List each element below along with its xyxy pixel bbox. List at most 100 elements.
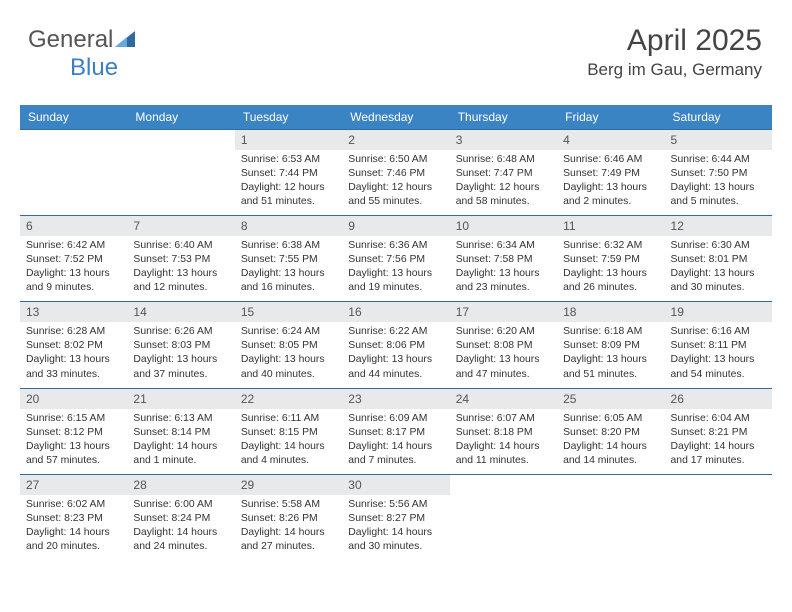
calendar-day-cell: 16Sunrise: 6:22 AMSunset: 8:06 PMDayligh… xyxy=(342,301,449,387)
sunrise-text: Sunrise: 6:15 AM xyxy=(26,412,121,426)
day-number: 19 xyxy=(665,301,772,322)
sunset-text: Sunset: 7:59 PM xyxy=(563,253,658,267)
day-number: 20 xyxy=(20,388,127,409)
sunrise-text: Sunrise: 6:44 AM xyxy=(671,153,766,167)
weekday-header: Friday xyxy=(557,105,664,129)
day-number: 17 xyxy=(450,301,557,322)
sunrise-text: Sunrise: 6:02 AM xyxy=(26,498,121,512)
calendar-day-cell xyxy=(557,474,664,560)
day-number: 8 xyxy=(235,215,342,236)
daylight-text: Daylight: 13 hours and 51 minutes. xyxy=(563,353,658,381)
calendar-day-cell: 6Sunrise: 6:42 AMSunset: 7:52 PMDaylight… xyxy=(20,215,127,301)
day-details: Sunrise: 6:09 AMSunset: 8:17 PMDaylight:… xyxy=(342,409,449,474)
sunset-text: Sunset: 8:12 PM xyxy=(26,426,121,440)
day-number: 15 xyxy=(235,301,342,322)
day-details: Sunrise: 6:11 AMSunset: 8:15 PMDaylight:… xyxy=(235,409,342,474)
calendar-day-cell: 29Sunrise: 5:58 AMSunset: 8:26 PMDayligh… xyxy=(235,474,342,560)
sunrise-text: Sunrise: 6:07 AM xyxy=(456,412,551,426)
sunrise-text: Sunrise: 6:24 AM xyxy=(241,325,336,339)
day-details: Sunrise: 6:04 AMSunset: 8:21 PMDaylight:… xyxy=(665,409,772,474)
sunset-text: Sunset: 7:58 PM xyxy=(456,253,551,267)
sunset-text: Sunset: 8:23 PM xyxy=(26,512,121,526)
weekday-header: Sunday xyxy=(20,105,127,129)
sunset-text: Sunset: 8:09 PM xyxy=(563,339,658,353)
calendar-day-cell: 11Sunrise: 6:32 AMSunset: 7:59 PMDayligh… xyxy=(557,215,664,301)
sunset-text: Sunset: 7:44 PM xyxy=(241,167,336,181)
day-number: 1 xyxy=(235,129,342,150)
day-number: 4 xyxy=(557,129,664,150)
day-details: Sunrise: 6:46 AMSunset: 7:49 PMDaylight:… xyxy=(557,150,664,215)
daylight-text: Daylight: 13 hours and 44 minutes. xyxy=(348,353,443,381)
weekday-header: Saturday xyxy=(665,105,772,129)
calendar-day-cell: 22Sunrise: 6:11 AMSunset: 8:15 PMDayligh… xyxy=(235,388,342,474)
day-number: 14 xyxy=(127,301,234,322)
day-details: Sunrise: 6:38 AMSunset: 7:55 PMDaylight:… xyxy=(235,236,342,301)
daylight-text: Daylight: 12 hours and 58 minutes. xyxy=(456,181,551,209)
sunrise-text: Sunrise: 6:18 AM xyxy=(563,325,658,339)
location-label: Berg im Gau, Germany xyxy=(587,60,762,80)
daylight-text: Daylight: 13 hours and 5 minutes. xyxy=(671,181,766,209)
day-number: 11 xyxy=(557,215,664,236)
sunrise-text: Sunrise: 6:16 AM xyxy=(671,325,766,339)
daylight-text: Daylight: 13 hours and 2 minutes. xyxy=(563,181,658,209)
weekday-header: Wednesday xyxy=(342,105,449,129)
day-number: 27 xyxy=(20,474,127,495)
sunrise-text: Sunrise: 6:28 AM xyxy=(26,325,121,339)
sunset-text: Sunset: 8:08 PM xyxy=(456,339,551,353)
sunrise-text: Sunrise: 6:50 AM xyxy=(348,153,443,167)
day-number: 18 xyxy=(557,301,664,322)
sunset-text: Sunset: 8:17 PM xyxy=(348,426,443,440)
calendar-day-cell xyxy=(20,129,127,215)
sunrise-text: Sunrise: 6:05 AM xyxy=(563,412,658,426)
sunset-text: Sunset: 8:06 PM xyxy=(348,339,443,353)
daylight-text: Daylight: 14 hours and 1 minute. xyxy=(133,440,228,468)
day-details: Sunrise: 6:30 AMSunset: 8:01 PMDaylight:… xyxy=(665,236,772,301)
sunrise-text: Sunrise: 5:56 AM xyxy=(348,498,443,512)
sunrise-text: Sunrise: 5:58 AM xyxy=(241,498,336,512)
day-number xyxy=(20,129,127,150)
calendar-week-row: 20Sunrise: 6:15 AMSunset: 8:12 PMDayligh… xyxy=(20,388,772,474)
day-details: Sunrise: 6:40 AMSunset: 7:53 PMDaylight:… xyxy=(127,236,234,301)
day-number: 12 xyxy=(665,215,772,236)
day-number: 16 xyxy=(342,301,449,322)
calendar-week-row: 1Sunrise: 6:53 AMSunset: 7:44 PMDaylight… xyxy=(20,129,772,215)
day-details: Sunrise: 6:15 AMSunset: 8:12 PMDaylight:… xyxy=(20,409,127,474)
brand-triangle-icon xyxy=(115,26,135,54)
day-number xyxy=(557,474,664,495)
sunset-text: Sunset: 8:14 PM xyxy=(133,426,228,440)
day-number: 25 xyxy=(557,388,664,409)
day-number: 10 xyxy=(450,215,557,236)
day-details: Sunrise: 6:02 AMSunset: 8:23 PMDaylight:… xyxy=(20,495,127,560)
daylight-text: Daylight: 13 hours and 37 minutes. xyxy=(133,353,228,381)
day-details: Sunrise: 6:22 AMSunset: 8:06 PMDaylight:… xyxy=(342,322,449,387)
calendar-day-cell: 25Sunrise: 6:05 AMSunset: 8:20 PMDayligh… xyxy=(557,388,664,474)
calendar-day-cell xyxy=(665,474,772,560)
calendar-week-row: 27Sunrise: 6:02 AMSunset: 8:23 PMDayligh… xyxy=(20,474,772,560)
calendar-day-cell: 17Sunrise: 6:20 AMSunset: 8:08 PMDayligh… xyxy=(450,301,557,387)
sunset-text: Sunset: 8:05 PM xyxy=(241,339,336,353)
calendar-day-cell: 19Sunrise: 6:16 AMSunset: 8:11 PMDayligh… xyxy=(665,301,772,387)
day-details: Sunrise: 6:28 AMSunset: 8:02 PMDaylight:… xyxy=(20,322,127,387)
sunset-text: Sunset: 8:20 PM xyxy=(563,426,658,440)
sunset-text: Sunset: 8:02 PM xyxy=(26,339,121,353)
day-number: 24 xyxy=(450,388,557,409)
sunrise-text: Sunrise: 6:46 AM xyxy=(563,153,658,167)
calendar-day-cell: 13Sunrise: 6:28 AMSunset: 8:02 PMDayligh… xyxy=(20,301,127,387)
daylight-text: Daylight: 14 hours and 11 minutes. xyxy=(456,440,551,468)
calendar-day-cell: 7Sunrise: 6:40 AMSunset: 7:53 PMDaylight… xyxy=(127,215,234,301)
sunset-text: Sunset: 7:55 PM xyxy=(241,253,336,267)
sunrise-text: Sunrise: 6:38 AM xyxy=(241,239,336,253)
day-details: Sunrise: 6:34 AMSunset: 7:58 PMDaylight:… xyxy=(450,236,557,301)
sunset-text: Sunset: 7:52 PM xyxy=(26,253,121,267)
sunset-text: Sunset: 7:49 PM xyxy=(563,167,658,181)
day-details: Sunrise: 6:00 AMSunset: 8:24 PMDaylight:… xyxy=(127,495,234,560)
day-details: Sunrise: 5:58 AMSunset: 8:26 PMDaylight:… xyxy=(235,495,342,560)
sunrise-text: Sunrise: 6:40 AM xyxy=(133,239,228,253)
sunset-text: Sunset: 7:46 PM xyxy=(348,167,443,181)
daylight-text: Daylight: 13 hours and 40 minutes. xyxy=(241,353,336,381)
calendar-day-cell: 27Sunrise: 6:02 AMSunset: 8:23 PMDayligh… xyxy=(20,474,127,560)
sunrise-text: Sunrise: 6:26 AM xyxy=(133,325,228,339)
calendar-day-cell: 28Sunrise: 6:00 AMSunset: 8:24 PMDayligh… xyxy=(127,474,234,560)
day-details: Sunrise: 5:56 AMSunset: 8:27 PMDaylight:… xyxy=(342,495,449,560)
calendar-day-cell: 18 Sunrise: 6:18 AMSunset: 8:09 PMDayligh… xyxy=(557,301,664,387)
